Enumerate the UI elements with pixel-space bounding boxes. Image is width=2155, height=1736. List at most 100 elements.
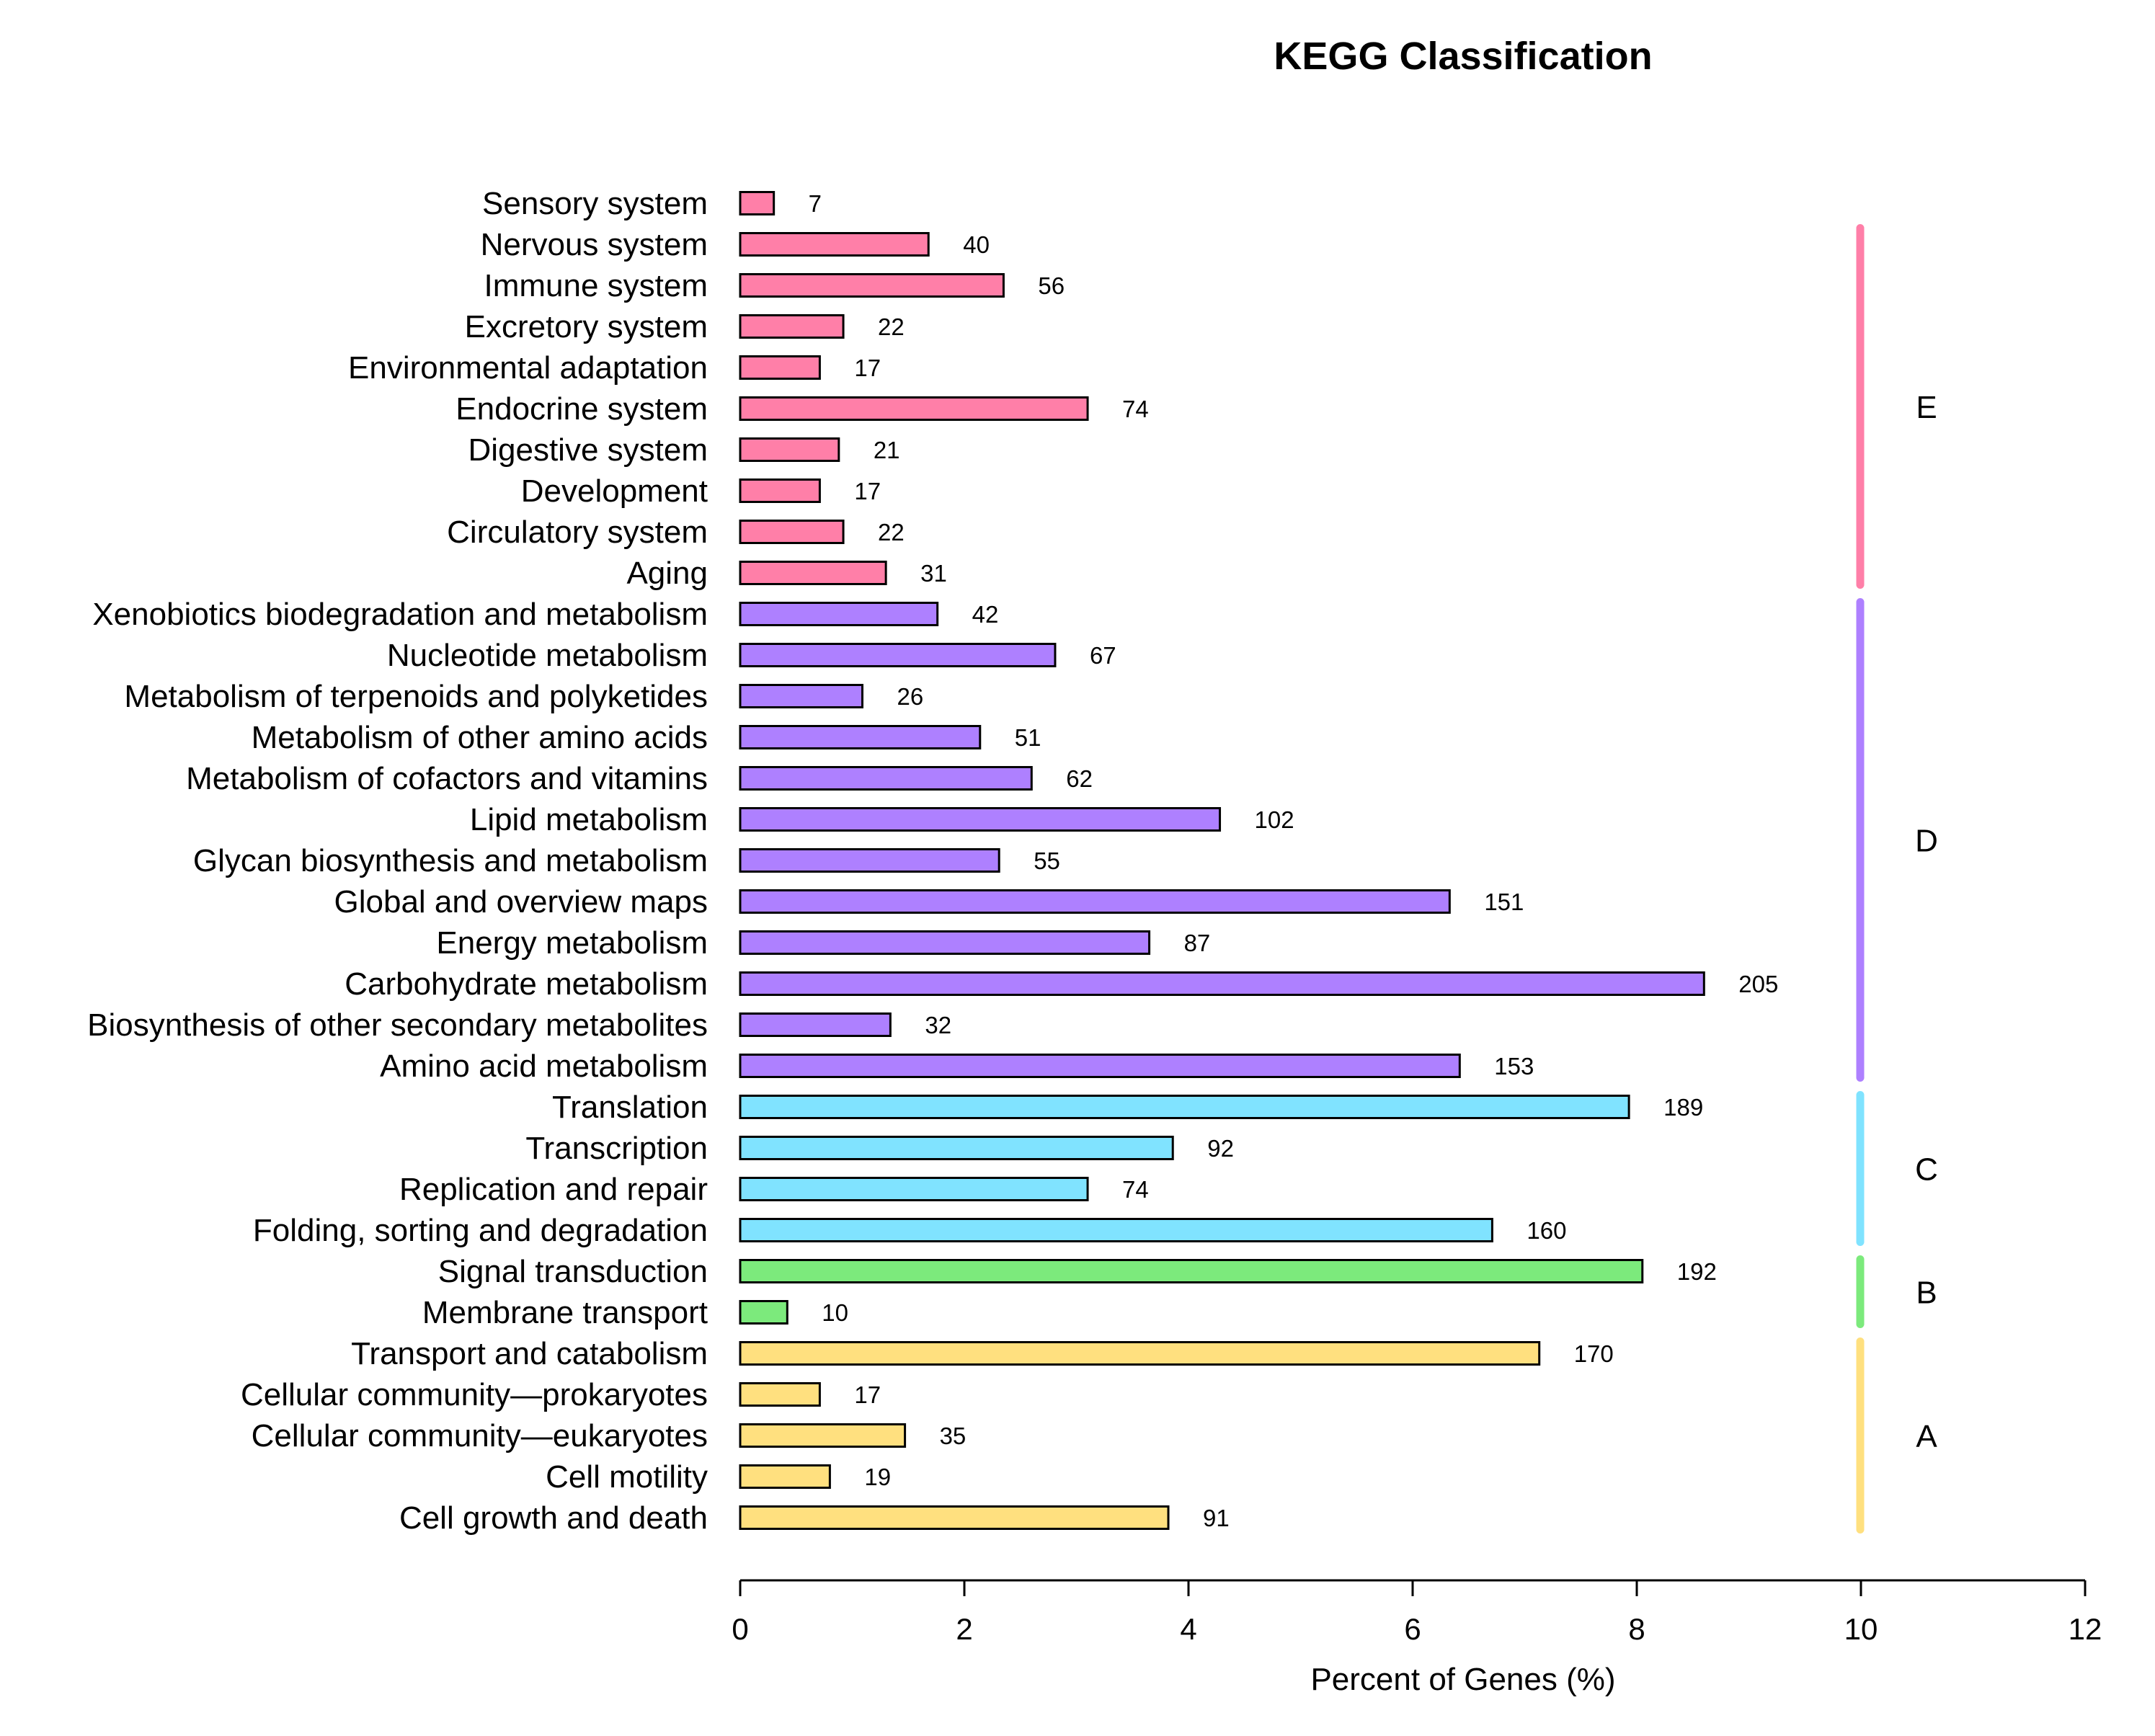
bar	[739, 1218, 1493, 1242]
bar	[739, 232, 930, 257]
count-label: 22	[878, 313, 905, 340]
count-label: 17	[854, 478, 881, 504]
bar	[739, 273, 1005, 298]
category-label: Xenobiotics biodegradation and metabolis…	[92, 597, 708, 632]
count-label: 91	[1203, 1505, 1230, 1531]
bar	[739, 1095, 1630, 1119]
count-label: 26	[897, 683, 923, 710]
category-label: Metabolism of cofactors and vitamins	[186, 761, 708, 796]
category-label: Biosynthesis of other secondary metaboli…	[87, 1007, 708, 1043]
category-label: Global and overview maps	[334, 884, 708, 920]
count-label: 189	[1663, 1094, 1703, 1121]
x-tick-label: 0	[732, 1612, 748, 1646]
count-label: 17	[854, 1381, 881, 1408]
category-label: Nucleotide metabolism	[387, 638, 708, 673]
count-label: 205	[1738, 971, 1778, 997]
bar	[739, 1505, 1170, 1530]
count-label: 19	[864, 1464, 891, 1490]
bar	[739, 1136, 1174, 1160]
category-label: Cell motility	[546, 1459, 708, 1495]
x-tick-label: 8	[1628, 1612, 1645, 1646]
count-label: 10	[822, 1299, 848, 1326]
count-label: 51	[1015, 724, 1041, 751]
count-label: 40	[963, 231, 990, 258]
count-label: 7	[809, 190, 822, 217]
bar	[739, 1259, 1644, 1283]
count-labels: 7 40 56 22 17 74 21 17 22 31 42 67 26 51 62 102 55 151 87 2…	[809, 190, 1779, 1531]
count-label: 17	[854, 355, 881, 381]
bar	[739, 520, 845, 544]
count-label: 67	[1090, 642, 1116, 669]
chart-title: KEGG Classification	[1274, 35, 1652, 78]
category-label: Cell growth and death	[399, 1500, 708, 1536]
bar	[739, 1054, 1461, 1078]
category-label: Membrane transport	[422, 1295, 708, 1330]
bar	[739, 561, 887, 585]
bar	[739, 1341, 1541, 1366]
bar	[739, 191, 776, 215]
group-brackets: E D C B A	[1856, 224, 1938, 1534]
bar	[739, 1382, 821, 1407]
category-label: Transport and catabolism	[351, 1336, 708, 1371]
x-tick-label: 12	[2069, 1612, 2102, 1646]
category-labels: Sensory system Nervous system Immune syste…	[87, 186, 708, 1536]
bar	[739, 766, 1033, 791]
bar	[739, 1423, 907, 1448]
count-label: 170	[1574, 1340, 1614, 1367]
category-label: Replication and repair	[399, 1172, 708, 1207]
category-label: Development	[521, 473, 708, 509]
category-label: Sensory system	[482, 186, 708, 221]
group-label: E	[1916, 390, 1937, 425]
count-label: 92	[1207, 1135, 1234, 1162]
category-label: Cellular community—prokaryotes	[241, 1377, 708, 1412]
count-label: 153	[1494, 1053, 1534, 1080]
category-label: Energy metabolism	[436, 925, 708, 961]
category-label: Metabolism of other amino acids	[252, 720, 708, 755]
count-label: 31	[920, 560, 947, 587]
count-label: 42	[972, 601, 999, 628]
x-tick-label: 2	[956, 1612, 972, 1646]
bar	[739, 1177, 1089, 1201]
count-label: 151	[1484, 889, 1524, 915]
bar	[739, 396, 1089, 421]
bar	[739, 355, 821, 380]
count-label: 160	[1527, 1217, 1566, 1244]
count-label: 32	[925, 1012, 951, 1038]
count-label: 55	[1034, 847, 1060, 874]
bar	[739, 725, 982, 749]
bar	[739, 602, 939, 626]
category-label: Circulatory system	[447, 515, 708, 550]
category-label: Glycan biosynthesis and metabolism	[193, 843, 708, 878]
bar	[739, 1012, 892, 1037]
group-label: B	[1916, 1276, 1937, 1311]
count-label: 22	[878, 519, 905, 546]
group-label: A	[1916, 1419, 1937, 1454]
bar	[739, 1464, 831, 1489]
bar	[739, 478, 821, 503]
count-label: 87	[1184, 930, 1211, 956]
bar	[739, 643, 1057, 667]
category-label: Endocrine system	[456, 391, 708, 427]
x-axis-title: Percent of Genes (%)	[1310, 1662, 1615, 1697]
category-label: Immune system	[484, 268, 708, 303]
category-label: Folding, sorting and degradation	[253, 1213, 708, 1248]
count-label: 74	[1122, 1176, 1149, 1203]
count-label: 192	[1677, 1258, 1717, 1285]
category-label: Carbohydrate metabolism	[345, 966, 708, 1002]
bar	[739, 930, 1151, 955]
count-label: 74	[1122, 396, 1149, 422]
bars-layer	[739, 191, 1705, 1530]
category-label: Environmental adaptation	[348, 350, 708, 386]
bar	[739, 971, 1705, 996]
bar	[739, 1300, 788, 1325]
category-label: Lipid metabolism	[470, 802, 708, 837]
count-label: 21	[874, 437, 900, 463]
count-label: 102	[1255, 806, 1294, 833]
category-label: Transcription	[525, 1131, 708, 1166]
bar	[739, 437, 840, 462]
category-label: Nervous system	[481, 227, 708, 262]
group-label: D	[1915, 824, 1938, 859]
category-label: Aging	[626, 556, 708, 591]
count-label: 62	[1066, 765, 1093, 792]
